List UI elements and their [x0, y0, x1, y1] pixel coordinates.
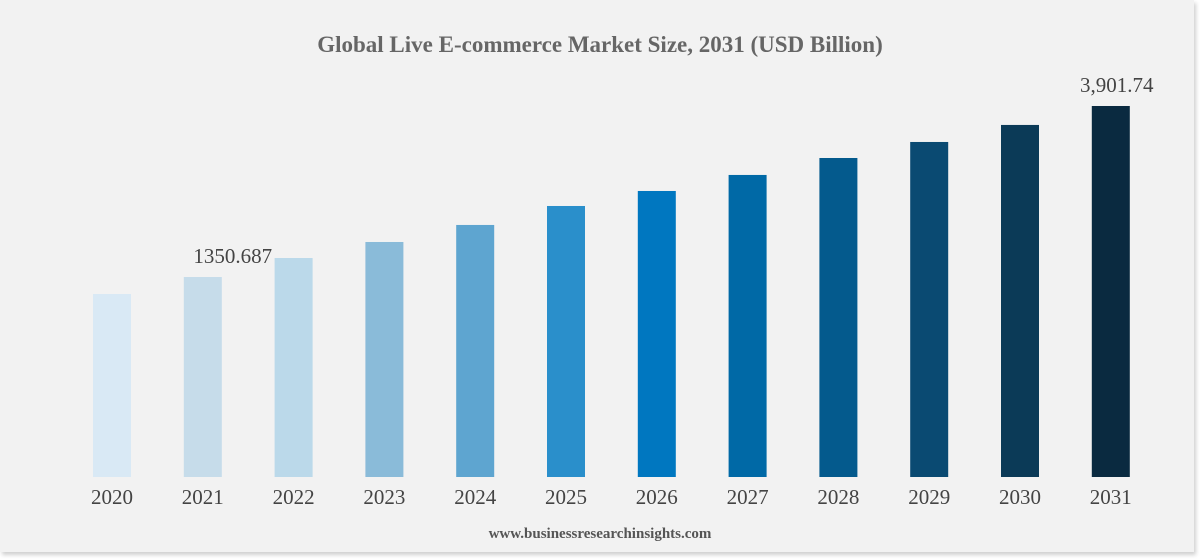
- bar-2026: [637, 190, 676, 477]
- x-tick-label: 2030: [999, 485, 1041, 509]
- bar-2027: [728, 174, 767, 478]
- bar-2031: [1091, 105, 1130, 477]
- chart-title: Global Live E-commerce Market Size, 2031…: [317, 32, 883, 57]
- source-footer: www.businessresearchinsights.com: [488, 526, 712, 542]
- x-tick-label: 2021: [182, 485, 224, 509]
- x-tick-label: 2031: [1090, 485, 1132, 509]
- bar-2024: [456, 224, 495, 477]
- bar-2021: [183, 277, 222, 477]
- data-label: 1350.687: [193, 244, 272, 268]
- bar-2030: [1001, 124, 1039, 477]
- bar-2023: [365, 241, 404, 477]
- x-tick-label: 2023: [363, 485, 405, 509]
- x-tick-label: 2022: [273, 485, 315, 509]
- data-label: 3,901.74: [1080, 73, 1154, 97]
- x-tick-label: 2028: [817, 485, 859, 509]
- bar-2020: [93, 294, 131, 477]
- x-tick-label: 2027: [727, 485, 769, 509]
- x-tick-label: 2025: [545, 485, 587, 509]
- x-tick-label: 2024: [454, 485, 497, 509]
- bar-2022: [274, 258, 313, 477]
- bar-2028: [819, 157, 858, 478]
- x-tick-label: 2029: [908, 485, 950, 509]
- x-tick-label: 2026: [636, 485, 678, 509]
- bar-2029: [910, 141, 949, 478]
- x-tick-label: 2020: [91, 485, 133, 509]
- bar-2025: [547, 205, 585, 477]
